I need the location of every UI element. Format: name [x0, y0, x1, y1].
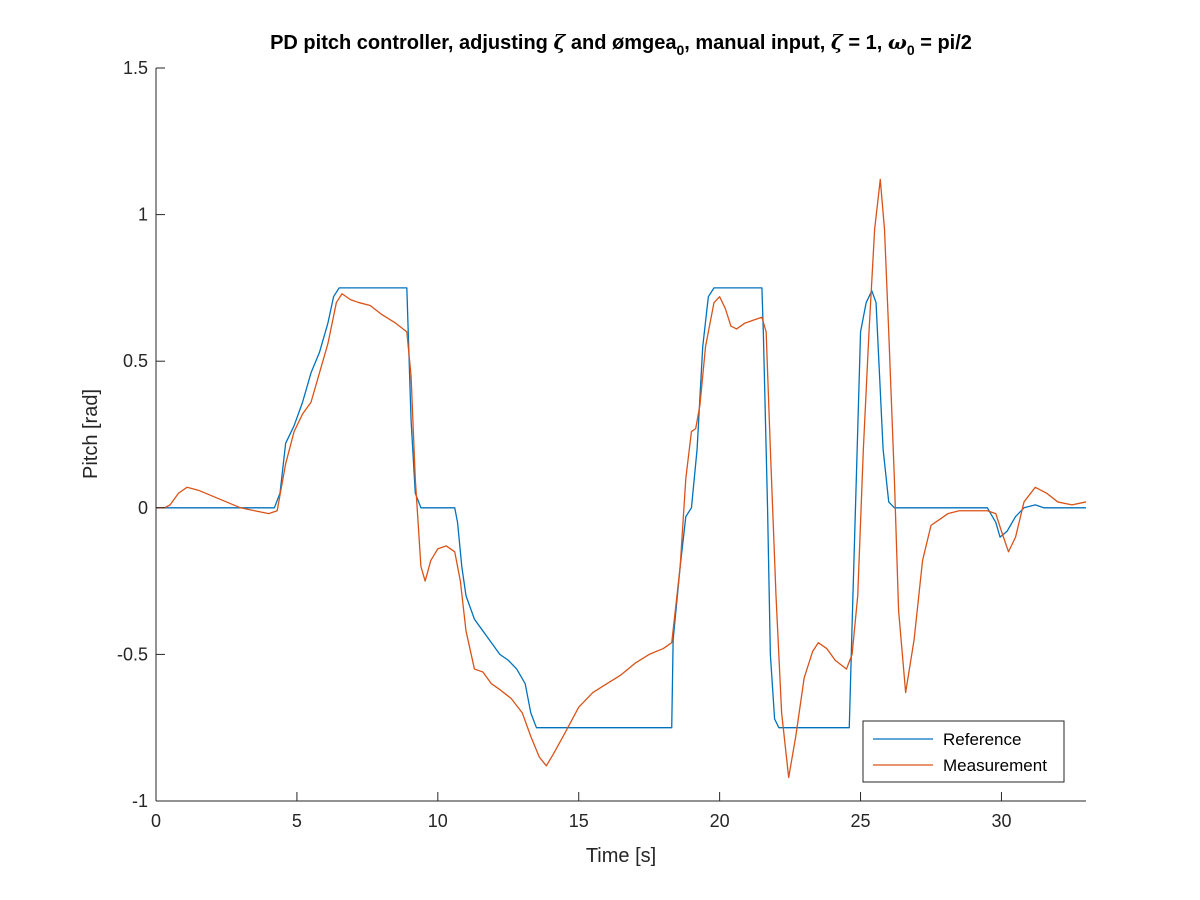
- x-axis-ticks: 0 5 10 15 20 25 30: [151, 792, 1011, 831]
- y-tick-label: 1.5: [123, 58, 148, 78]
- legend-label-reference: Reference: [943, 730, 1021, 749]
- y-tick-label: -1: [132, 791, 148, 811]
- axes: [155, 68, 1086, 802]
- legend-label-measurement: Measurement: [943, 756, 1047, 775]
- series-lines: [156, 178, 1087, 779]
- y-tick-label: 0.5: [123, 351, 148, 371]
- x-tick-label: 30: [991, 811, 1011, 831]
- series-line-measurement: [156, 178, 1087, 779]
- y-tick-label: 0: [138, 498, 148, 518]
- x-tick-label: 20: [710, 811, 730, 831]
- x-tick-label: 0: [151, 811, 161, 831]
- y-axis-ticks: -1 -0.5 0 0.5 1 1.5: [117, 58, 165, 811]
- x-tick-label: 5: [292, 811, 302, 831]
- y-tick-label: -0.5: [117, 644, 148, 664]
- chart-title: PD pitch controller, adjusting ζ and ømg…: [270, 30, 972, 58]
- y-axis-label: Pitch [rad]: [80, 389, 102, 479]
- plot-area: [156, 68, 1086, 801]
- legend-box: [862, 720, 1065, 783]
- x-axis-label: Time [s]: [586, 845, 656, 867]
- y-tick-label: 1: [138, 205, 148, 225]
- x-tick-label: 10: [428, 811, 448, 831]
- legend: Reference Measurement: [862, 720, 1065, 783]
- series-line-reference: [156, 287, 1086, 729]
- x-tick-label: 15: [569, 811, 589, 831]
- x-tick-label: 25: [851, 811, 871, 831]
